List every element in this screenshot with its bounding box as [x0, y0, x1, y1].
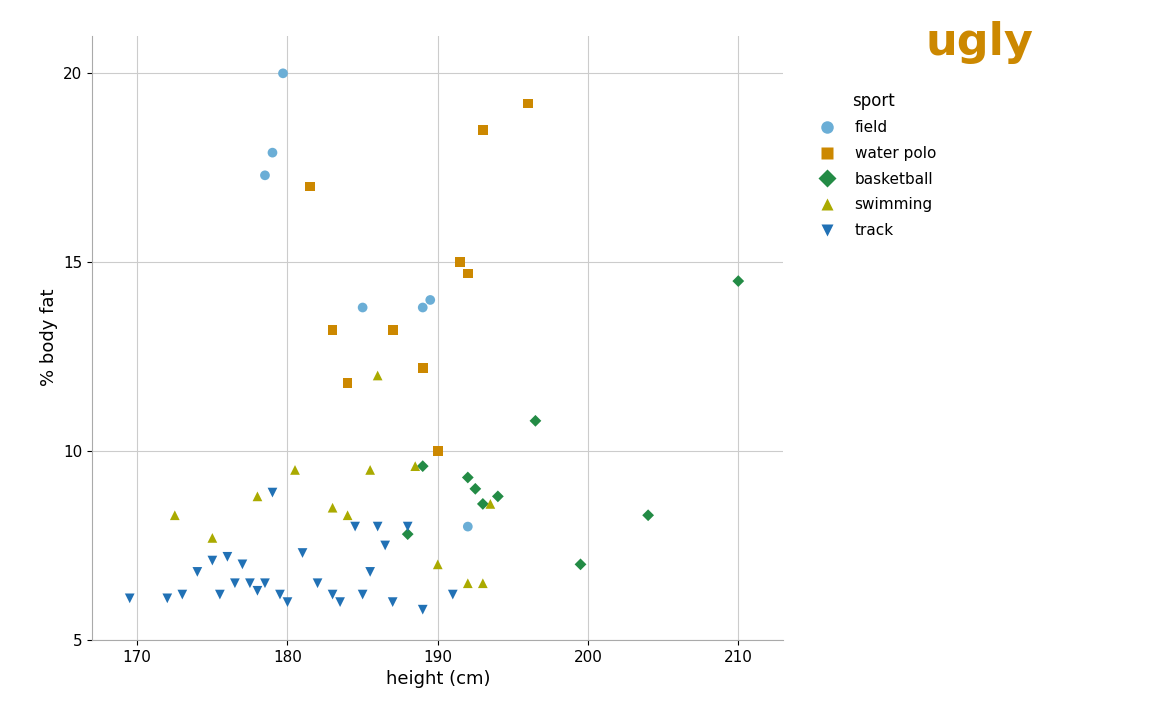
Point — [467, 483, 485, 495]
Point — [361, 566, 379, 577]
Point — [473, 124, 492, 136]
Point — [346, 521, 364, 533]
Point — [248, 491, 266, 502]
Point — [286, 464, 304, 476]
Point — [369, 370, 387, 381]
Point — [264, 487, 282, 498]
Point — [526, 415, 545, 427]
Point — [429, 559, 447, 570]
Point — [279, 597, 297, 608]
Point — [458, 577, 477, 589]
Point — [729, 275, 748, 287]
Point — [166, 510, 184, 521]
Point — [256, 577, 274, 589]
Point — [376, 540, 394, 551]
Point — [354, 589, 372, 600]
Point — [324, 589, 342, 600]
Point — [420, 294, 439, 306]
Point — [173, 589, 191, 600]
Point — [274, 68, 293, 79]
X-axis label: height (cm): height (cm) — [386, 670, 490, 688]
Point — [331, 597, 349, 608]
Point — [203, 555, 221, 566]
Text: ugly: ugly — [925, 21, 1033, 64]
Point — [203, 533, 221, 544]
Point — [452, 257, 470, 268]
Point — [339, 510, 357, 521]
Point — [414, 302, 432, 314]
Point — [301, 181, 319, 193]
Point — [294, 547, 312, 559]
Point — [488, 491, 507, 502]
Point — [339, 378, 357, 389]
Point — [324, 324, 342, 336]
Point — [241, 577, 259, 589]
Point — [384, 324, 402, 336]
Point — [518, 98, 537, 109]
Point — [414, 604, 432, 615]
Point — [429, 445, 447, 456]
Point — [406, 461, 424, 472]
Point — [158, 593, 176, 604]
Point — [458, 268, 477, 279]
Legend: field, water polo, basketball, swimming, track: field, water polo, basketball, swimming,… — [812, 92, 935, 238]
Point — [414, 363, 432, 374]
Point — [248, 585, 266, 597]
Point — [218, 551, 236, 562]
Point — [369, 521, 387, 533]
Point — [226, 577, 244, 589]
Point — [271, 589, 289, 600]
Point — [473, 498, 492, 510]
Point — [458, 472, 477, 483]
Point — [188, 566, 206, 577]
Point — [414, 461, 432, 472]
Point — [473, 577, 492, 589]
Point — [256, 170, 274, 181]
Point — [121, 593, 139, 604]
Point — [233, 559, 251, 570]
Point — [444, 589, 462, 600]
Point — [571, 559, 590, 570]
Point — [639, 510, 658, 521]
Y-axis label: % body fat: % body fat — [39, 289, 58, 387]
Point — [384, 597, 402, 608]
Point — [361, 464, 379, 476]
Point — [264, 147, 282, 159]
Point — [211, 589, 229, 600]
Point — [399, 521, 417, 533]
Point — [399, 528, 417, 540]
Point — [354, 302, 372, 314]
Point — [482, 498, 500, 510]
Point — [458, 521, 477, 533]
Point — [309, 577, 327, 589]
Point — [324, 502, 342, 513]
